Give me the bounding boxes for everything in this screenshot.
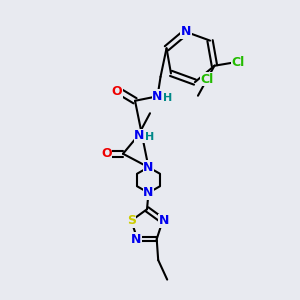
Text: N: N	[143, 161, 154, 174]
Text: O: O	[101, 147, 112, 160]
Text: S: S	[127, 214, 136, 227]
Text: Cl: Cl	[200, 73, 214, 85]
Text: N: N	[152, 90, 163, 103]
Text: N: N	[143, 186, 154, 199]
Text: H: H	[145, 132, 154, 142]
Text: O: O	[112, 85, 122, 98]
Text: Cl: Cl	[232, 56, 245, 69]
Text: N: N	[134, 129, 145, 142]
Text: N: N	[130, 232, 141, 246]
Text: N: N	[181, 26, 191, 38]
Text: N: N	[159, 214, 169, 227]
Text: H: H	[164, 93, 173, 103]
